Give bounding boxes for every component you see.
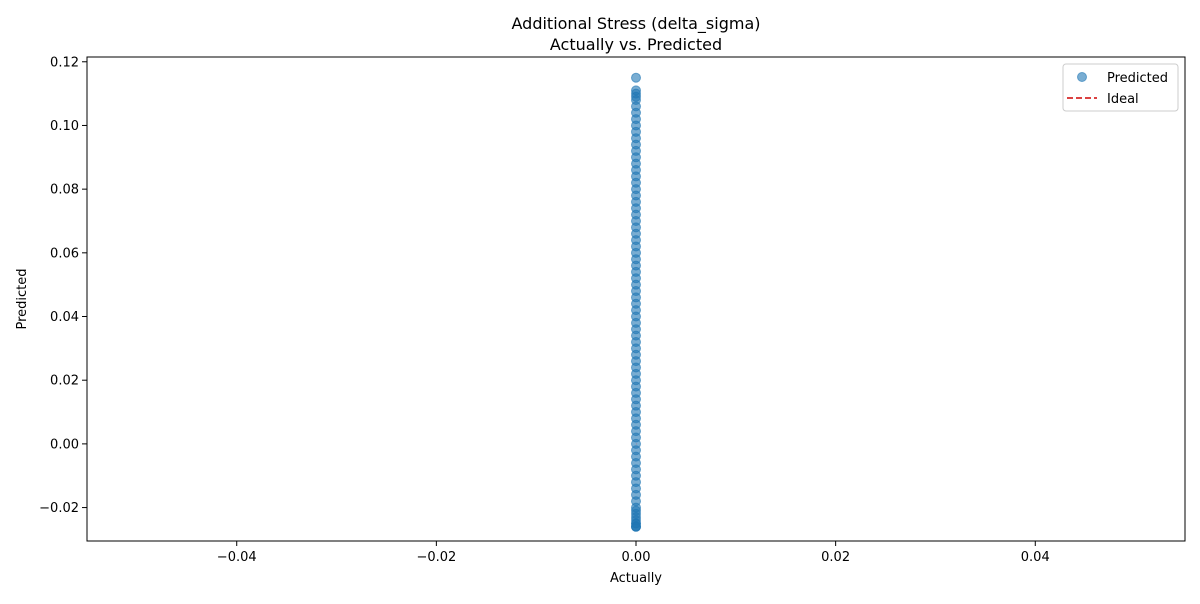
x-tick-label: 0.02: [821, 550, 850, 565]
legend: Predicted Ideal: [1062, 63, 1179, 112]
y-tick-label: 0.12: [50, 55, 79, 70]
y-tick-label: 0.06: [50, 246, 79, 261]
x-tick-label: −0.04: [217, 550, 257, 565]
y-tick-label: 0.08: [50, 183, 79, 198]
y-tick-label: 0.00: [50, 437, 79, 452]
x-axis-ticks: −0.04 −0.02 0.00 0.02 0.04: [217, 541, 1050, 565]
data-point: [631, 72, 641, 83]
data-point: [631, 521, 641, 532]
points-layer: [631, 72, 641, 532]
legend-label-predicted: Predicted: [1107, 71, 1168, 86]
y-axis-ticks: −0.02 0.00 0.02 0.04 0.06 0.08 0.10 0.12: [39, 55, 87, 516]
legend-marker-predicted: [1077, 72, 1087, 82]
y-axis-label: Predicted: [15, 268, 30, 329]
x-tick-label: −0.02: [416, 550, 456, 565]
x-tick-label: 0.04: [1021, 550, 1050, 565]
y-tick-label: 0.10: [50, 119, 79, 134]
x-tick-label: 0.00: [622, 550, 651, 565]
legend-label-ideal: Ideal: [1107, 92, 1139, 107]
legend-box: [1062, 63, 1179, 112]
y-tick-label: 0.02: [50, 374, 79, 389]
y-tick-label: 0.04: [50, 310, 79, 325]
chart-title-line2: Actually vs. Predicted: [550, 35, 722, 54]
y-tick-label: −0.02: [39, 501, 79, 516]
chart-title-line1: Additional Stress (delta_sigma): [512, 14, 761, 34]
x-axis-label: Actually: [610, 571, 662, 586]
